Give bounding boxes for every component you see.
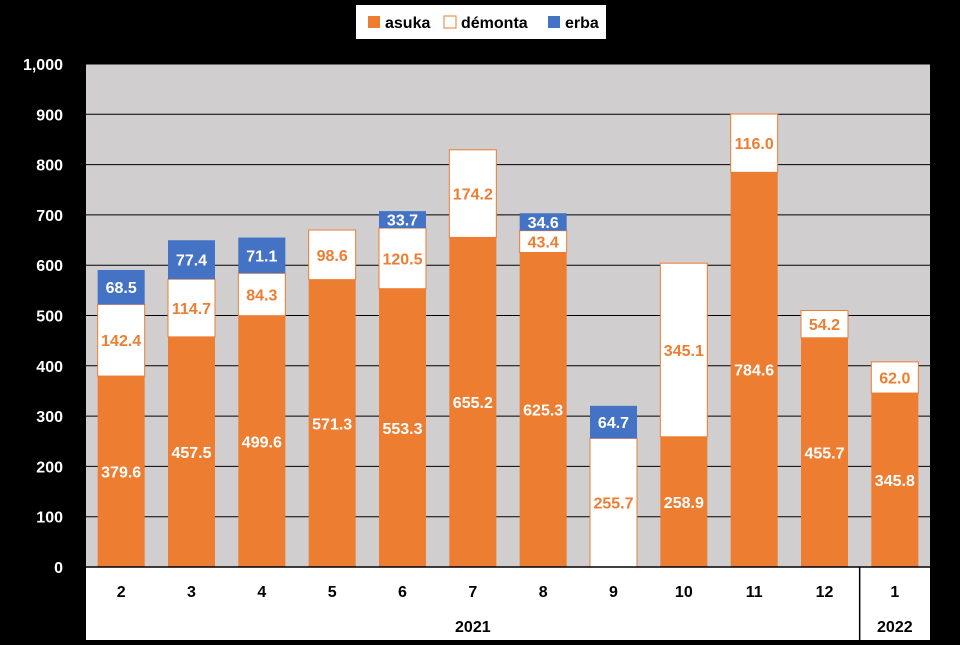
bar-segment-asuka xyxy=(730,172,778,568)
bar-segment-démonta xyxy=(870,361,919,394)
bar-segment-démonta xyxy=(97,303,146,377)
data-label: 345.1 xyxy=(664,343,704,360)
bar-segment-erba xyxy=(590,405,637,439)
bar-segment-asuka xyxy=(238,315,286,567)
y-tick-label: 500 xyxy=(36,309,63,326)
year-group-label: 2021 xyxy=(455,619,491,636)
legend-label: erba xyxy=(565,15,599,32)
data-label: 345.8 xyxy=(875,473,915,490)
x-tick-label: 2 xyxy=(117,584,126,601)
data-label: 114.7 xyxy=(172,301,211,318)
bar-segment-asuka xyxy=(308,279,356,567)
bar-segment-démonta xyxy=(800,310,849,339)
y-axis: 0 100 200 300 400 500 600 700 800 900 1,000 xyxy=(23,57,63,577)
data-label: 258.9 xyxy=(664,495,704,512)
legend: asuka démonta erba xyxy=(356,5,606,39)
data-label: 142.4 xyxy=(101,333,141,350)
bar-segment-démonta xyxy=(448,149,497,238)
data-label: 84.3 xyxy=(246,287,277,304)
bar-segment-asuka xyxy=(168,336,215,567)
y-tick-label: 600 xyxy=(36,258,63,275)
data-label: 33.7 xyxy=(387,213,418,230)
bar-segment-démonta xyxy=(167,278,216,338)
bar-segment-asuka xyxy=(801,337,848,567)
legend-box xyxy=(356,5,606,39)
data-label: 455.7 xyxy=(804,445,844,462)
gridlines xyxy=(86,63,930,518)
x-tick-label: 1 xyxy=(890,584,899,601)
x-tick-label: 7 xyxy=(468,584,477,601)
data-label: 71.1 xyxy=(246,248,277,265)
data-label: 499.6 xyxy=(242,434,282,451)
data-label: 571.3 xyxy=(312,416,352,433)
year-group-label: 2022 xyxy=(877,619,913,636)
data-label: 120.5 xyxy=(382,251,422,268)
bar-segment-asuka xyxy=(519,252,567,567)
bar-segment-asuka xyxy=(660,436,708,567)
x-axis-band xyxy=(86,567,930,640)
legend-swatch-asuka xyxy=(368,16,380,28)
bar-segment-asuka xyxy=(97,376,145,567)
data-label: 784.6 xyxy=(734,363,774,380)
data-label: 68.5 xyxy=(106,280,137,297)
x-tick-label: 6 xyxy=(398,584,407,601)
data-label: 255.7 xyxy=(593,496,633,513)
bar-segment-erba xyxy=(379,211,426,229)
y-tick-label: 100 xyxy=(36,510,63,527)
bar-segment-erba xyxy=(519,213,567,231)
bar-segment-asuka xyxy=(871,393,919,567)
x-axis: 2 3 4 5 6 7 8 9 10 11 12 1 2021 2022 xyxy=(86,566,930,640)
bar-segment-asuka xyxy=(449,237,497,568)
data-label: 625.3 xyxy=(523,403,563,420)
data-label: 62.0 xyxy=(879,370,910,387)
legend-swatch-démonta xyxy=(443,15,457,29)
bar-segment-démonta xyxy=(237,272,286,317)
data-label: 43.4 xyxy=(528,235,559,252)
bar-segment-démonta xyxy=(308,229,357,281)
data-label: 553.3 xyxy=(382,421,422,438)
x-tick-label: 8 xyxy=(539,584,548,601)
x-tick-label: 3 xyxy=(187,584,196,601)
bar-segment-asuka xyxy=(379,288,426,567)
bar-segment-erba xyxy=(168,240,215,280)
x-tick-label: 11 xyxy=(746,584,763,601)
data-label: 64.7 xyxy=(598,415,629,432)
legend-swatch-erba xyxy=(548,16,560,28)
bar-segment-démonta xyxy=(659,262,708,438)
data-label: 174.2 xyxy=(453,187,493,204)
y-tick-label: 300 xyxy=(36,409,63,426)
data-label: 457.5 xyxy=(171,445,211,462)
y-tick-label: 400 xyxy=(36,359,63,376)
x-tick-label: 10 xyxy=(675,584,693,601)
data-label: 77.4 xyxy=(176,253,207,270)
data-label: 379.6 xyxy=(101,465,141,482)
data-label: 98.6 xyxy=(317,248,348,265)
x-tick-label: 12 xyxy=(816,584,834,601)
data-label: 655.2 xyxy=(453,395,493,412)
data-label: 34.6 xyxy=(528,215,559,232)
data-label: 116.0 xyxy=(735,136,774,153)
legend-label: démonta xyxy=(461,15,528,32)
x-tick-label: 4 xyxy=(257,584,266,601)
x-tick-label: 5 xyxy=(328,584,337,601)
bar-segment-démonta xyxy=(730,113,779,173)
y-tick-label: 1,000 xyxy=(23,57,63,74)
y-tick-label: 800 xyxy=(36,158,63,175)
y-tick-label: 0 xyxy=(54,560,63,577)
y-tick-label: 700 xyxy=(36,208,63,225)
bar-segment-démonta xyxy=(519,230,568,253)
bars: 379.6 142.4 68.5 457.5 114.7 77.4 499.6 84.3 71.… xyxy=(97,113,919,568)
x-tick-label: 9 xyxy=(609,584,618,601)
legend-label: asuka xyxy=(385,15,430,32)
bar-segment-erba xyxy=(97,269,145,305)
y-tick-label: 900 xyxy=(36,107,63,124)
bar-segment-erba xyxy=(238,237,286,274)
bar-segment-démonta xyxy=(589,437,638,568)
y-tick-label: 200 xyxy=(36,459,63,476)
data-label: 54.2 xyxy=(809,317,840,334)
